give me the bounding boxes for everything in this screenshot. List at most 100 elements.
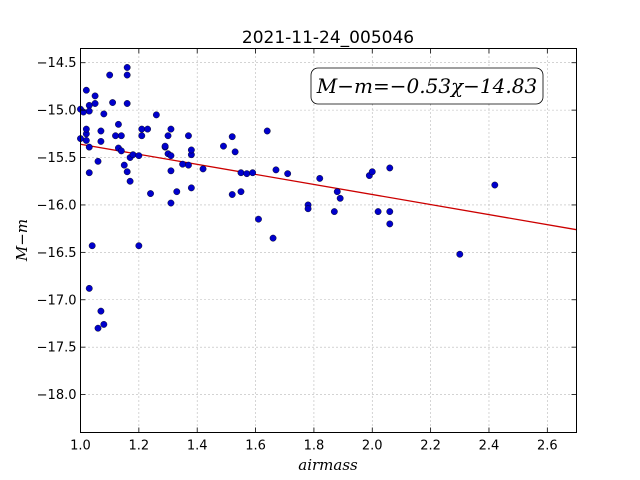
data-point bbox=[106, 71, 114, 79]
y-tick-label: −17.0 bbox=[37, 293, 77, 308]
data-point bbox=[336, 194, 344, 202]
x-tick-label: 2.4 bbox=[479, 439, 500, 454]
x-tick-label: 1.6 bbox=[245, 439, 266, 454]
data-point bbox=[100, 110, 108, 118]
chart-title: 2021-11-24_005046 bbox=[242, 28, 414, 48]
data-point bbox=[91, 92, 99, 100]
data-points bbox=[77, 64, 499, 332]
data-point bbox=[94, 157, 102, 165]
data-point bbox=[85, 101, 93, 109]
data-point bbox=[82, 125, 90, 133]
x-tick-label: 2.6 bbox=[537, 439, 558, 454]
axis-ticks bbox=[80, 48, 577, 433]
data-point bbox=[117, 132, 125, 140]
y-tick-label: −16.5 bbox=[37, 246, 77, 261]
fit-line bbox=[80, 143, 577, 231]
x-tick-label: 1.0 bbox=[70, 439, 91, 454]
data-point bbox=[129, 151, 137, 159]
data-point bbox=[187, 184, 195, 192]
fit-legend-box: M−m=−0.53χ−14.83 bbox=[310, 67, 544, 105]
data-point bbox=[330, 208, 338, 215]
data-point bbox=[220, 142, 227, 150]
data-point bbox=[173, 188, 181, 196]
data-point bbox=[386, 208, 394, 215]
x-tick-label: 2.2 bbox=[420, 439, 441, 454]
x-tick-label: 1.8 bbox=[304, 439, 325, 454]
data-point bbox=[333, 188, 341, 196]
x-tick-labels: 1.0 1.2 1.4 1.6 1.8 2.0 2.2 2.4 2.6 bbox=[70, 439, 558, 454]
x-axis-label: airmass bbox=[298, 456, 358, 474]
data-point bbox=[228, 191, 236, 198]
data-point bbox=[144, 125, 152, 133]
data-point bbox=[135, 242, 143, 250]
data-point bbox=[82, 137, 90, 144]
plot-area bbox=[80, 48, 577, 433]
data-point bbox=[152, 111, 160, 119]
data-point bbox=[115, 120, 122, 128]
data-point bbox=[249, 169, 257, 177]
data-point bbox=[97, 127, 105, 135]
data-point bbox=[386, 164, 394, 172]
data-point bbox=[386, 220, 394, 228]
data-point bbox=[185, 161, 192, 169]
data-point bbox=[167, 167, 175, 175]
data-point bbox=[269, 234, 277, 242]
data-point bbox=[243, 170, 251, 178]
y-tick-label: −18.0 bbox=[37, 388, 77, 403]
x-tick-label: 1.2 bbox=[129, 439, 150, 454]
data-point bbox=[231, 148, 239, 156]
x-tick-label: 1.4 bbox=[187, 439, 208, 454]
data-point bbox=[138, 132, 146, 140]
data-point bbox=[109, 99, 116, 106]
data-point bbox=[456, 250, 464, 258]
data-point bbox=[126, 177, 134, 185]
x-tick-label: 2.0 bbox=[362, 439, 383, 454]
data-point bbox=[185, 132, 192, 140]
grid-lines bbox=[80, 48, 577, 433]
data-point bbox=[85, 169, 93, 177]
data-point bbox=[179, 160, 187, 168]
data-point bbox=[167, 199, 175, 207]
y-tick-labels: −14.5 −15.0 −15.5 −16.0 −16.5 −17.0 −17.5 −18.0 bbox=[37, 56, 77, 403]
data-point bbox=[100, 321, 108, 328]
data-point bbox=[199, 165, 207, 173]
data-point bbox=[123, 168, 131, 176]
data-point bbox=[304, 205, 312, 213]
data-point bbox=[316, 174, 324, 182]
data-point bbox=[120, 161, 128, 169]
data-point bbox=[91, 100, 99, 107]
data-point bbox=[94, 324, 102, 332]
data-point bbox=[112, 132, 119, 140]
data-point bbox=[85, 143, 93, 151]
data-point bbox=[255, 215, 262, 223]
data-point bbox=[97, 138, 105, 145]
y-tick-label: −16.0 bbox=[37, 198, 77, 213]
data-point bbox=[272, 166, 280, 174]
data-point bbox=[167, 152, 175, 160]
y-tick-label: −17.5 bbox=[37, 341, 77, 356]
data-point bbox=[117, 147, 125, 155]
data-point bbox=[167, 125, 175, 133]
data-point bbox=[135, 152, 143, 160]
data-point bbox=[147, 190, 154, 197]
data-point bbox=[187, 146, 195, 154]
data-point bbox=[123, 71, 131, 79]
data-point bbox=[97, 307, 105, 315]
data-point bbox=[368, 168, 376, 176]
data-point bbox=[82, 86, 90, 94]
data-point bbox=[237, 188, 245, 196]
y-tick-label: −15.5 bbox=[37, 151, 77, 166]
data-point bbox=[237, 169, 245, 177]
data-point bbox=[161, 142, 169, 150]
data-point bbox=[491, 181, 499, 189]
data-point bbox=[138, 125, 146, 133]
data-point bbox=[284, 170, 292, 178]
data-point bbox=[164, 132, 172, 140]
data-point bbox=[85, 284, 93, 292]
data-point bbox=[374, 208, 382, 215]
y-axis-label: M−m bbox=[13, 219, 31, 262]
data-point bbox=[123, 100, 131, 107]
data-point bbox=[85, 107, 93, 115]
data-point bbox=[228, 133, 236, 141]
fit-equation: M−m=−0.53χ−14.83 bbox=[316, 74, 537, 98]
